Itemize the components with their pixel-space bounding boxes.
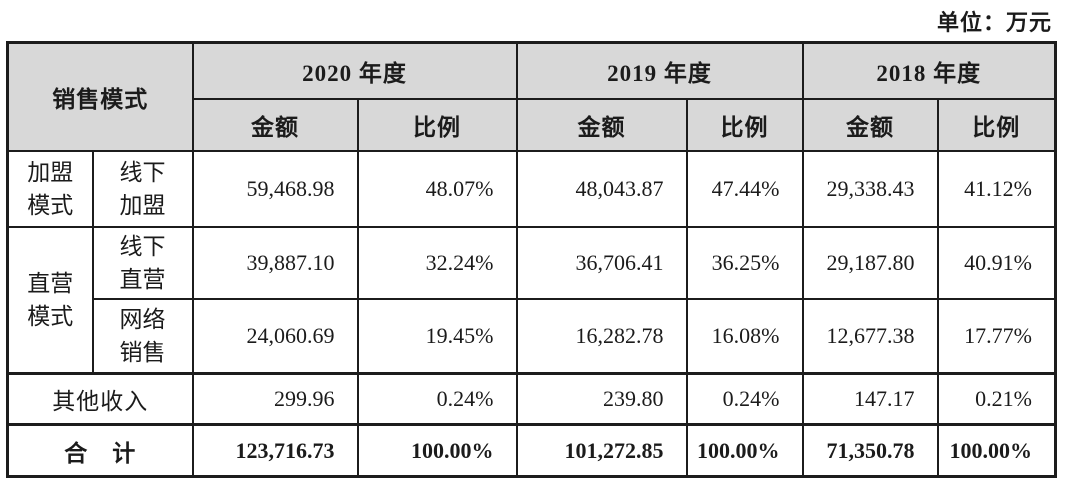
- table-row-franchise: 加盟模式 线下加盟 59,468.98 48.07% 48,043.87 47.…: [6, 150, 1057, 228]
- cell-2019-amount: 101,272.85: [515, 423, 688, 478]
- cell-2018-ratio: 100.00%: [936, 423, 1057, 478]
- header-amount-2020: 金额: [191, 98, 359, 152]
- cell-2018-amount: 71,350.78: [801, 423, 939, 478]
- cell-2019-ratio: 16.08%: [685, 298, 804, 375]
- cell-2019-ratio: 0.24%: [685, 372, 804, 426]
- header-year-2018: 2018 年度: [801, 41, 1057, 100]
- footnote: 注：其他收入主要为滴可餐饮的销售收入。: [58, 490, 1080, 494]
- cell-2019-amount: 36,706.41: [515, 226, 688, 300]
- cell-total-label: 合 计: [6, 423, 194, 478]
- unit-label: 单位：万元: [936, 10, 1052, 35]
- cell-2019-ratio: 47.44%: [685, 150, 804, 228]
- cell-2020-ratio: 19.45%: [356, 298, 518, 375]
- channel-label: 线下直营: [119, 233, 166, 292]
- cell-2018-ratio: 17.77%: [936, 298, 1057, 375]
- header-ratio-2020: 比例: [356, 98, 518, 152]
- table-row-direct-offline: 直营模式 线下直营 39,887.10 32.24% 36,706.41 36.…: [6, 226, 1057, 375]
- mode-label: 加盟模式: [27, 159, 74, 218]
- header-ratio-2018: 比例: [936, 98, 1057, 152]
- cell-2020-amount: 59,468.98: [191, 150, 359, 228]
- cell-mode-franchise: 加盟模式: [6, 150, 94, 228]
- header-year-2019: 2019 年度: [515, 41, 804, 100]
- cell-2020-amount: 39,887.10: [191, 226, 359, 300]
- cell-2020-amount: 299.96: [191, 372, 359, 426]
- cell-channel-online-sales: 网络销售: [91, 298, 194, 375]
- cell-2018-ratio: 0.21%: [936, 372, 1057, 426]
- cell-2019-amount: 16,282.78: [515, 298, 688, 375]
- cell-2020-ratio: 48.07%: [356, 150, 518, 228]
- cell-2018-amount: 147.17: [801, 372, 939, 426]
- header-amount-2018: 金额: [801, 98, 939, 152]
- cell-2019-amount: 239.80: [515, 372, 688, 426]
- cell-2020-amount: 24,060.69: [191, 298, 359, 375]
- cell-2019-ratio: 36.25%: [685, 226, 804, 300]
- cell-other-income-label: 其他收入: [6, 372, 194, 426]
- channel-label: 线下加盟: [119, 159, 166, 218]
- header-row-years: 销售模式 2020 年度 2019 年度 2018 年度: [6, 41, 1057, 152]
- mode-label: 直营模式: [27, 270, 74, 329]
- cell-2020-ratio: 100.00%: [356, 423, 518, 478]
- channel-label: 网络销售: [119, 306, 166, 365]
- cell-2018-ratio: 40.91%: [936, 226, 1057, 300]
- revenue-by-sales-mode-table: 销售模式 2020 年度 2019 年度 2018 年度 金额 比例 金额 比例…: [6, 41, 1057, 478]
- cell-2018-ratio: 41.12%: [936, 150, 1057, 228]
- table-row-online-sales: 网络销售 24,060.69 19.45% 16,282.78 16.08% 1…: [8, 298, 1057, 375]
- cell-channel-offline-direct: 线下直营: [91, 226, 194, 300]
- cell-2020-amount: 123,716.73: [191, 423, 359, 478]
- header-ratio-2019: 比例: [685, 98, 804, 152]
- cell-2018-amount: 12,677.38: [801, 298, 939, 375]
- cell-channel-offline-franchise: 线下加盟: [91, 150, 194, 228]
- cell-2020-ratio: 0.24%: [356, 372, 518, 426]
- cell-2018-amount: 29,187.80: [801, 226, 939, 300]
- cell-2018-amount: 29,338.43: [801, 150, 939, 228]
- cell-2020-ratio: 32.24%: [356, 226, 518, 300]
- cell-2019-amount: 48,043.87: [515, 150, 688, 228]
- table-row-total: 合 计 123,716.73 100.00% 101,272.85 100.00…: [6, 423, 1057, 478]
- header-sales-mode: 销售模式: [6, 41, 194, 152]
- header-year-2020: 2020 年度: [191, 41, 518, 100]
- table-row-other-income: 其他收入 299.96 0.24% 239.80 0.24% 147.17 0.…: [6, 372, 1057, 426]
- cell-2019-ratio: 100.00%: [685, 423, 804, 478]
- cell-mode-direct: 直营模式: [6, 226, 94, 375]
- header-row-metrics: 金额 比例 金额 比例 金额 比例: [8, 98, 1057, 152]
- header-amount-2019: 金额: [515, 98, 688, 152]
